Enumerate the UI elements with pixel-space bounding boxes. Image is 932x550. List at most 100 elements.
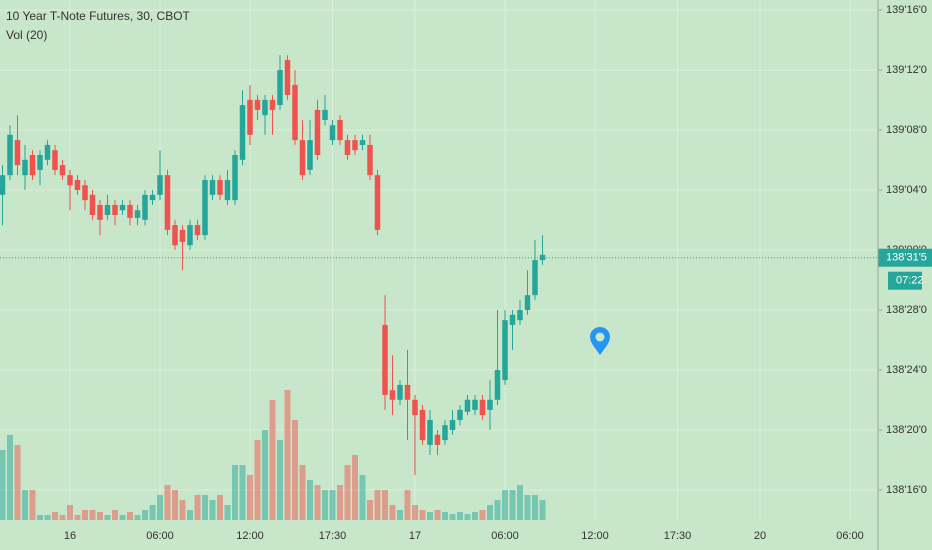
volume-bar [232, 465, 238, 520]
volume-bar [112, 510, 118, 520]
candle-body [119, 204, 126, 211]
candle-body [329, 125, 336, 141]
volume-bar [284, 390, 291, 520]
y-tick-label: 139'12'0 [886, 64, 927, 76]
candle-body [239, 105, 246, 160]
volume-bar [202, 495, 208, 520]
y-tick-label: 139'16'0 [886, 4, 927, 16]
volume-bar [44, 515, 51, 520]
candle-body [172, 225, 178, 246]
candle-body [472, 399, 478, 410]
volume-bar [67, 505, 73, 520]
volume-bar [337, 485, 343, 520]
volume-bar [352, 455, 358, 520]
candle-body [142, 194, 148, 220]
candle-body [127, 204, 133, 218]
y-tick-label: 139'08'0 [886, 124, 927, 136]
candle-body [29, 155, 36, 176]
volume-bar [164, 485, 171, 520]
y-tick-label: 139'04'0 [886, 184, 927, 196]
volume-bar [97, 512, 103, 520]
volume-bar [119, 515, 126, 520]
candle-body [209, 179, 216, 195]
candle-body [217, 179, 223, 195]
y-tick-label: 138'16'0 [886, 484, 927, 496]
volume-bar [277, 440, 283, 520]
candle-body [419, 409, 426, 441]
candle-body [524, 295, 531, 311]
candle-body [134, 210, 141, 218]
candle-body [479, 399, 486, 416]
volume-bar [344, 465, 351, 520]
candle-body [509, 314, 516, 325]
candle-body [149, 194, 156, 201]
candle-body [74, 179, 81, 191]
marker-hole [595, 332, 605, 342]
candle-body [337, 119, 343, 141]
volume-bar [14, 445, 21, 520]
volume-bar [224, 505, 231, 520]
countdown-label: 07:22 [896, 275, 924, 287]
candle-body [7, 134, 13, 176]
volume-bar [29, 490, 36, 520]
volume-layer [0, 390, 546, 520]
candle-body [37, 155, 43, 170]
volume-bar [247, 475, 253, 520]
volume-bar [127, 512, 133, 520]
volume-bar [134, 515, 141, 520]
volume-bar [22, 490, 28, 520]
candle-body [314, 109, 321, 156]
volume-bar [59, 515, 66, 520]
volume-bar [239, 465, 246, 520]
volume-bar [314, 485, 321, 520]
candle-body [89, 194, 96, 216]
candle-body [247, 99, 253, 135]
x-tick-label: 17:30 [319, 530, 347, 542]
candle-body [14, 140, 21, 166]
volume-bar [172, 490, 178, 520]
candle-body [164, 175, 171, 230]
chart-title: 10 Year T-Note Futures, 30, CBOT [6, 9, 191, 23]
volume-bar [179, 500, 186, 520]
current-price-box [878, 248, 932, 267]
volume-bar [217, 495, 223, 520]
volume-bar [329, 490, 336, 520]
candle-layer [0, 55, 546, 476]
candle-body [0, 175, 6, 195]
volume-bar [479, 510, 486, 520]
candle-body [254, 99, 261, 110]
volume-bar [457, 512, 463, 520]
candle-body [389, 390, 396, 400]
candle-body [374, 175, 381, 230]
candle-body [367, 144, 373, 176]
candle-body [187, 225, 193, 246]
volume-bar [374, 490, 381, 520]
volume-bar [262, 430, 268, 520]
candle-body [412, 399, 418, 416]
y-tick-label: 138'24'0 [886, 364, 927, 376]
volume-bar [74, 515, 81, 520]
volume-bar [532, 495, 538, 520]
volume-bar [307, 480, 313, 520]
candle-body [464, 399, 471, 412]
candle-body [97, 204, 103, 220]
x-tick-label: 06:00 [491, 530, 519, 542]
volume-bar [89, 510, 96, 520]
volume-bar [7, 435, 13, 520]
volume-bar [322, 490, 328, 520]
axis-layer: 139'16'0139'12'0139'08'0139'04'0139'00'0… [0, 4, 932, 542]
x-tick-label: 06:00 [146, 530, 174, 542]
candle-body [382, 324, 388, 395]
volume-bar [37, 515, 43, 520]
candle-body [397, 384, 403, 400]
volume-bar [487, 505, 493, 520]
countdown-box [888, 271, 922, 290]
candle-body [59, 165, 66, 176]
candle-body [157, 175, 163, 195]
current-price-label: 138'31'5 [886, 252, 927, 264]
candle-body [359, 140, 366, 145]
indicator-label: Vol (20) [6, 28, 47, 42]
x-tick-label: 20 [754, 530, 766, 542]
volume-bar [299, 465, 306, 520]
volume-bar [434, 510, 441, 520]
